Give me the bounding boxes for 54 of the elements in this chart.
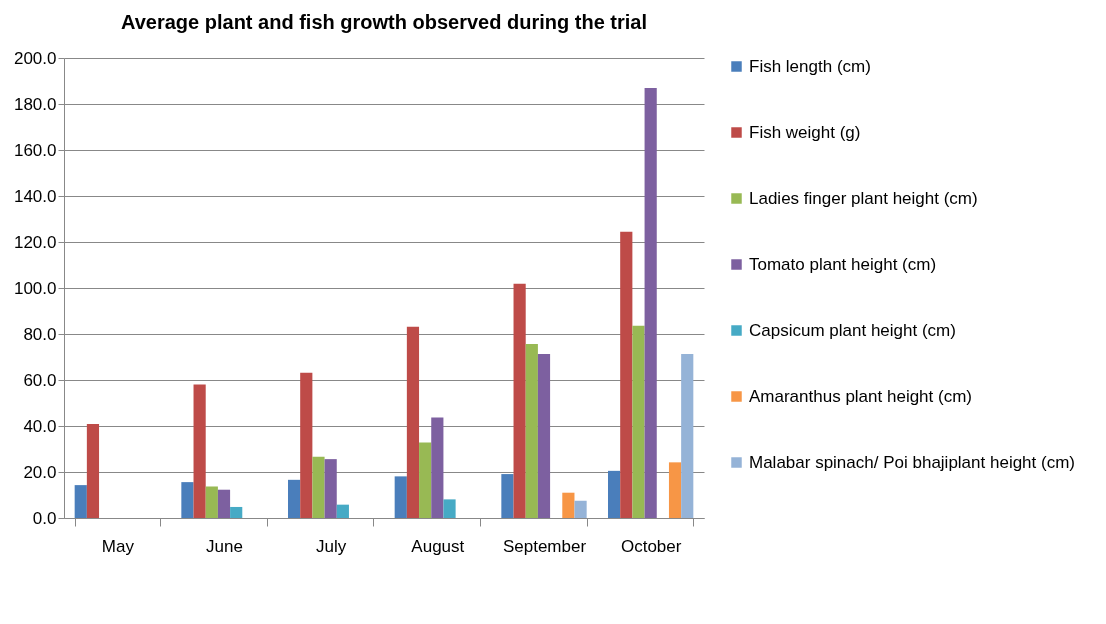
bar bbox=[431, 417, 444, 518]
legend-label: Fish weight (g) bbox=[749, 122, 861, 142]
y-tick-label: 20.0 bbox=[23, 462, 57, 482]
bar bbox=[681, 354, 694, 518]
bar bbox=[394, 476, 407, 518]
bar bbox=[324, 459, 337, 518]
legend-label: Fish length (cm) bbox=[749, 56, 871, 76]
bar bbox=[525, 344, 538, 518]
legend-label: Capsicum plant height (cm) bbox=[749, 320, 956, 340]
x-tick-label: June bbox=[206, 536, 243, 556]
bar bbox=[537, 354, 551, 518]
y-tick-label: 60.0 bbox=[23, 370, 57, 390]
bar bbox=[288, 479, 301, 518]
y-tick-label: 200.0 bbox=[13, 48, 57, 68]
bar bbox=[574, 500, 587, 518]
bar bbox=[217, 489, 231, 518]
bar bbox=[632, 325, 645, 518]
bar bbox=[181, 482, 194, 518]
bar bbox=[312, 456, 325, 518]
bar bbox=[608, 470, 621, 518]
bar bbox=[620, 231, 633, 518]
x-tick-label: August bbox=[411, 536, 465, 556]
bar bbox=[300, 372, 313, 518]
legend-label: Tomato plant height (cm) bbox=[749, 254, 937, 274]
y-tick-label: 40.0 bbox=[23, 416, 57, 436]
bar bbox=[336, 504, 349, 518]
bar bbox=[501, 474, 514, 518]
bar bbox=[230, 506, 243, 518]
x-tick-label: July bbox=[316, 536, 347, 556]
bar bbox=[406, 326, 420, 518]
y-tick-label: 180.0 bbox=[13, 94, 57, 114]
x-tick-label: October bbox=[620, 536, 682, 556]
y-tick-label: 140.0 bbox=[13, 186, 57, 206]
legend-label: Amaranthus plant height (cm) bbox=[749, 386, 972, 406]
legend-label: Malabar spinach/ Poi bhajiplant height (cm) bbox=[749, 452, 1076, 472]
bar bbox=[193, 384, 206, 518]
bar bbox=[205, 486, 218, 518]
bar bbox=[74, 485, 87, 518]
y-tick-label: 100.0 bbox=[13, 278, 57, 298]
bar bbox=[513, 283, 526, 518]
y-tick-label: 80.0 bbox=[23, 324, 57, 344]
bar bbox=[86, 423, 100, 518]
legend-label: Ladies finger plant height (cm) bbox=[749, 188, 978, 208]
bar bbox=[419, 442, 432, 518]
bar bbox=[668, 462, 682, 518]
y-tick-label: 0.0 bbox=[32, 508, 57, 528]
y-tick-label: 160.0 bbox=[13, 140, 57, 160]
bar bbox=[443, 499, 456, 518]
bar bbox=[644, 87, 657, 518]
bar bbox=[562, 492, 575, 518]
y-tick-label: 120.0 bbox=[13, 232, 57, 252]
chart-title: Average plant and fish growth observed during the trial bbox=[121, 11, 647, 33]
x-tick-label: May bbox=[101, 536, 135, 556]
x-tick-label: September bbox=[502, 536, 587, 556]
